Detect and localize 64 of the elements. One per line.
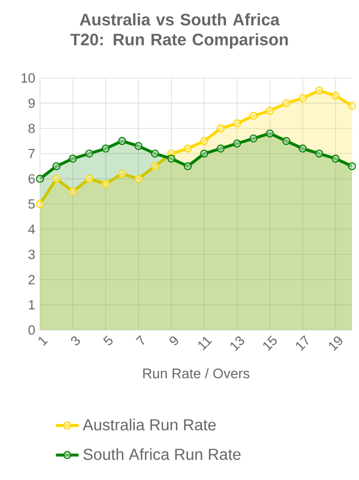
point (249, 134, 258, 142)
point (36, 174, 44, 183)
legend-label: Australia Run Rate (82, 418, 216, 430)
point (150, 162, 159, 170)
point (332, 92, 340, 100)
x-axis-title: Run Rate / Overs (143, 368, 250, 378)
y-tick-label: 6 (28, 174, 35, 184)
y-tick-label: 7 (28, 149, 35, 158)
point (315, 150, 324, 158)
chart-title: Australia vs South Africa T20: Run Rate Comparison (70, 13, 288, 49)
y-tick-label: 3 (28, 250, 35, 260)
x-tick-label: 3 (71, 336, 80, 346)
point (102, 144, 110, 153)
x-tick-label: 15 (263, 336, 277, 351)
y-tick-label: 5 (28, 199, 35, 209)
point (167, 154, 176, 163)
x-tick-label: 13 (230, 336, 244, 352)
point (118, 170, 126, 178)
point (216, 144, 225, 153)
point (298, 144, 307, 153)
y-tick-label: 0 (28, 325, 35, 335)
point (52, 162, 60, 170)
point (348, 102, 356, 110)
point (150, 150, 159, 158)
x-tick-label: 7 (136, 335, 144, 345)
point (332, 154, 340, 163)
point (36, 200, 44, 208)
point (200, 136, 208, 145)
point (68, 154, 77, 163)
point (266, 106, 274, 115)
point (134, 142, 143, 150)
point (184, 144, 192, 153)
y-tick-label: 10 (22, 73, 35, 83)
point (85, 150, 94, 158)
point (200, 150, 208, 158)
point (85, 174, 94, 183)
point (102, 180, 110, 188)
point (118, 136, 126, 145)
point (233, 140, 242, 148)
x-tick-label: 17 (296, 335, 308, 351)
x-tick-label: 1 (38, 336, 48, 346)
point (68, 187, 77, 196)
point (282, 99, 290, 108)
y-tick-label: 1 (28, 300, 35, 310)
y-tick-label: 2 (28, 274, 35, 284)
point (249, 112, 258, 120)
legend-label: South Africa Run Rate (83, 448, 241, 460)
point (184, 162, 192, 170)
point (298, 94, 307, 102)
x-tick-label: 11 (198, 336, 212, 350)
point (315, 86, 324, 95)
y-tick-label: 9 (28, 98, 35, 108)
x-tick-label: 19 (329, 336, 342, 352)
point (216, 124, 225, 132)
point (233, 119, 242, 128)
point (134, 174, 143, 183)
y-tick-label: 8 (28, 124, 35, 134)
point (266, 129, 274, 138)
y-tick-label: 4 (28, 224, 35, 234)
point (52, 174, 60, 183)
point (282, 136, 290, 145)
x-tick-label: 5 (103, 336, 113, 346)
point (348, 162, 356, 170)
x-tick-label: 9 (170, 336, 178, 346)
